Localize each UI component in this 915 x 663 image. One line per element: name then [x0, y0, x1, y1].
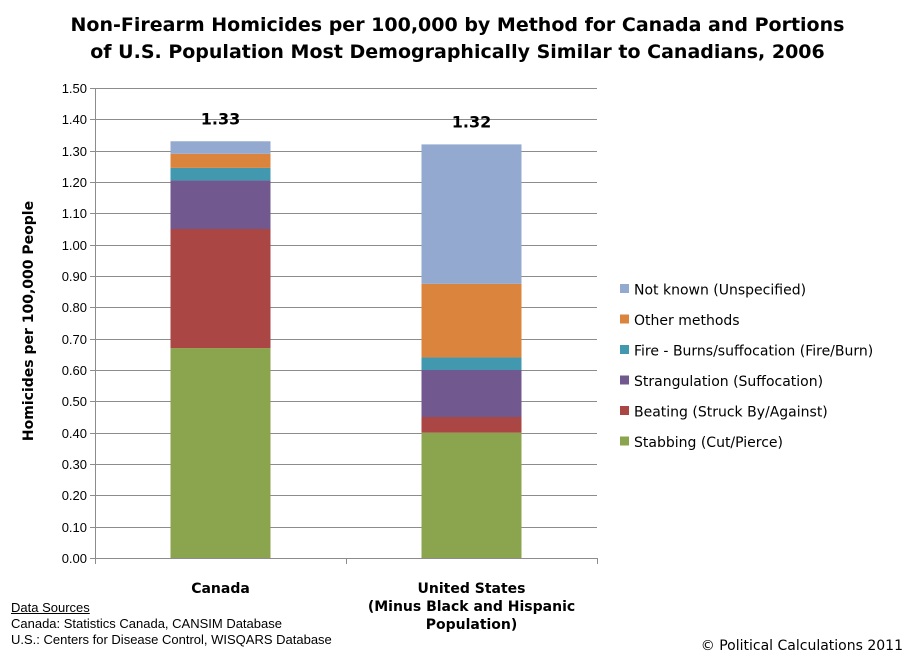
x-category-label: (Minus Black and Hispanic — [368, 599, 575, 615]
y-tick-label: 1.30 — [62, 144, 87, 159]
source-us: U.S.: Centers for Disease Control, WISQA… — [11, 632, 332, 647]
copyright-notice: © Political Calculations 2011 — [700, 638, 903, 654]
bars — [170, 141, 522, 558]
bar-segment — [421, 370, 522, 417]
bar-segment — [170, 348, 271, 558]
legend-swatch — [620, 375, 629, 385]
y-tick-label: 0.40 — [62, 426, 87, 441]
chart-title-line-1: Non-Firearm Homicides per 100,000 by Met… — [70, 14, 845, 36]
y-tick-label: 0.60 — [62, 363, 87, 378]
x-category-label: United States — [418, 581, 526, 597]
labels: 1.33 Canada 1.32 United States (Minus Black … — [191, 109, 575, 633]
legend-label: Beating (Struck By/Against) — [634, 405, 828, 421]
bar-segment — [421, 357, 522, 370]
y-axis-title: Homicides per 100,000 People — [21, 201, 37, 441]
legend-label: Other methods — [634, 313, 740, 329]
chart-title-line-2: of U.S. Population Most Demographically … — [90, 41, 825, 63]
gridlines — [95, 88, 597, 528]
bar-segment — [421, 283, 522, 358]
y-tick-label: 0.70 — [62, 332, 87, 347]
y-tick-label: 0.80 — [62, 300, 87, 315]
y-tick-label: 0.50 — [62, 394, 87, 409]
legend-swatch — [620, 406, 629, 415]
legend-swatch — [620, 284, 629, 293]
source-canada: Canada: Statistics Canada, CANSIM Databa… — [11, 616, 282, 631]
axes: 0.00 0.10 0.20 0.30 0.40 0.50 0.60 0.70 0.80 0.90… — [21, 81, 598, 566]
bar-segment — [421, 432, 522, 558]
chart-title: Non-Firearm Homicides per 100,000 by Met… — [0, 12, 915, 66]
y-tick-label: 1.40 — [62, 112, 87, 127]
x-category-label: Canada — [191, 581, 250, 597]
y-tick-label: 1.00 — [62, 238, 87, 253]
y-tick-label: 0.90 — [62, 269, 87, 284]
bar-segment — [170, 153, 271, 168]
y-tick-label: 1.20 — [62, 175, 87, 190]
y-tick-label: 0.10 — [62, 520, 87, 535]
legend-swatch — [620, 436, 629, 446]
bar-segment — [170, 141, 271, 154]
legend-label: Fire - Burns/suffocation (Fire/Burn) — [634, 344, 873, 360]
legend-label: Not known (Unspecified) — [634, 283, 806, 299]
y-tick-label: 1.50 — [62, 81, 87, 96]
bar-total-label: 1.32 — [452, 112, 491, 131]
legend-label: Stabbing (Cut/Pierce) — [634, 435, 783, 451]
y-tick-label: 0.00 — [62, 551, 87, 566]
legend: Not known (Unspecified) Other methods Fire… — [620, 283, 873, 451]
x-category-label: Population) — [426, 617, 518, 633]
bar-segment — [170, 229, 271, 349]
sources-heading: Data Sources — [11, 600, 90, 615]
legend-swatch — [620, 345, 629, 354]
bar-segment — [170, 180, 271, 229]
y-tick-label: 0.30 — [62, 457, 87, 472]
y-tick-label: 0.20 — [62, 488, 87, 503]
bar-segment — [421, 144, 522, 284]
bar-total-label: 1.33 — [201, 109, 240, 128]
y-tick-label: 1.10 — [62, 206, 87, 221]
data-sources: Data Sources Canada: Statistics Canada, … — [11, 600, 332, 648]
legend-label: Strangulation (Suffocation) — [634, 374, 823, 390]
bar-segment — [421, 417, 522, 433]
bar-segment — [170, 167, 271, 181]
legend-swatch — [620, 314, 629, 324]
